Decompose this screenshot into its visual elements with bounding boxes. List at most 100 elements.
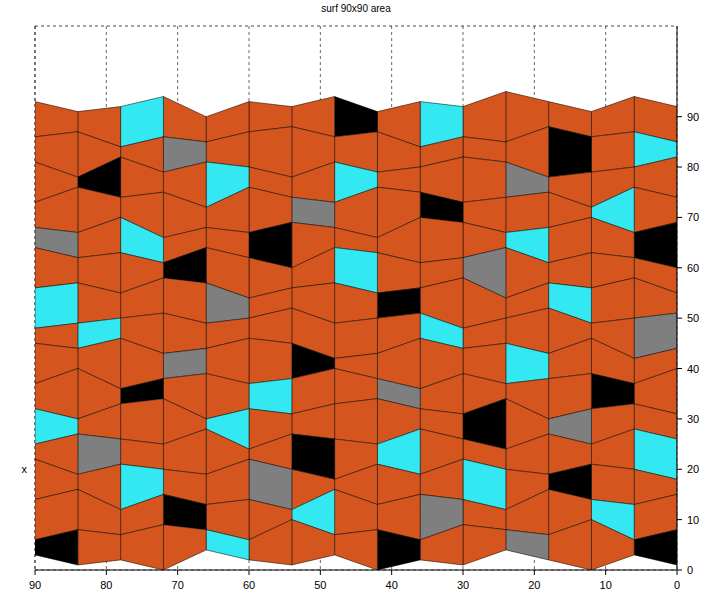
y-tick: [677, 267, 682, 268]
surface-cell: [249, 338, 292, 383]
y-tick: [677, 167, 682, 168]
surface-cell: [420, 459, 463, 499]
x-tick: [534, 570, 535, 575]
x-tick-label: 80: [100, 579, 112, 591]
y-axis: [677, 26, 678, 570]
surface-cell: [506, 489, 549, 534]
surface-cell: [506, 192, 549, 232]
surface-cell: [206, 283, 249, 323]
surface-cell: [420, 217, 463, 262]
surface-cell: [591, 374, 634, 409]
surface-cell: [78, 217, 121, 257]
surface-cell: [249, 520, 292, 565]
surface-cell: [163, 429, 206, 474]
surface-cell: [35, 102, 78, 137]
surface-cell: [78, 404, 121, 439]
title: surf 90x90 area: [321, 3, 391, 14]
x-tick-label: 50: [314, 579, 326, 591]
surface-cell: [335, 489, 378, 534]
surface-cell: [121, 278, 164, 318]
surface-cell: [634, 530, 677, 565]
y-tick-label: 80: [687, 161, 699, 173]
y-tick-label: 50: [687, 312, 699, 324]
surface-cell: [292, 520, 335, 565]
y-tick-label: 20: [687, 463, 699, 475]
surface: [35, 92, 677, 571]
surface-cell: [420, 192, 463, 222]
surface-cell: [591, 132, 634, 172]
surface-cell: [78, 489, 121, 534]
y-tick: [677, 418, 682, 419]
frame: [35, 26, 677, 27]
surface-cell: [206, 132, 249, 167]
x-tick: [106, 570, 107, 575]
x-axis: [35, 570, 677, 571]
surface-cell: [163, 313, 206, 353]
surface-cell: [335, 369, 378, 404]
y-tick: [677, 570, 682, 571]
surface-cell: [506, 162, 549, 197]
y-ticks: 0102030405060708090: [677, 111, 699, 576]
y-tick-label: 90: [687, 111, 699, 123]
surface-cell: [506, 434, 549, 474]
surface-cell: [591, 217, 634, 257]
x-tick-label: 10: [600, 579, 612, 591]
y-tick: [677, 318, 682, 319]
y-tick: [677, 519, 682, 520]
y-tick-label: 70: [687, 211, 699, 223]
surface-cell: [335, 399, 378, 444]
x-ticks: 9080706050403020100: [29, 570, 680, 591]
x-tick-label: 40: [386, 579, 398, 591]
surface-cell: [591, 278, 634, 323]
annotation: x: [22, 463, 28, 475]
surface-cell: [292, 162, 335, 202]
x-tick: [605, 570, 606, 575]
surface-cell: [78, 530, 121, 565]
surface-cell: [463, 92, 506, 142]
chart: surf 90x90 area9080706050403020100010203…: [0, 0, 707, 605]
y-tick-label: 40: [687, 363, 699, 375]
surface-cell: [335, 283, 378, 323]
surface-cell: [506, 343, 549, 383]
surface-cell: [377, 530, 420, 570]
x-tick-label: 70: [172, 579, 184, 591]
surface-cell: [377, 253, 420, 293]
x-tick: [391, 570, 392, 575]
surface-cell: [549, 253, 592, 288]
surface-cell: [420, 525, 463, 565]
surface-cell: [420, 374, 463, 414]
grid-line: [677, 26, 678, 570]
x-tick-label: 20: [528, 579, 540, 591]
surface-cell: [335, 97, 378, 137]
surface-cell: [377, 288, 420, 318]
x-tick: [463, 570, 464, 575]
surface-cell: [335, 318, 378, 358]
grid-line: [35, 570, 677, 571]
surface-cell: [249, 379, 292, 414]
x-tick-label: 60: [243, 579, 255, 591]
x-tick: [177, 570, 178, 575]
x-tick: [35, 570, 36, 575]
x-tick-label: 0: [674, 579, 680, 591]
surface-cell: [634, 278, 677, 318]
y-tick: [677, 368, 682, 369]
surface-cell: [163, 348, 206, 378]
surface-cell: [335, 530, 378, 570]
x-tick: [677, 570, 678, 575]
surface-cell: [163, 97, 206, 142]
surface-cell: [463, 500, 506, 530]
y-tick-label: 10: [687, 514, 699, 526]
y-tick: [677, 116, 682, 117]
surface-cell: [463, 525, 506, 565]
surface-cell: [377, 132, 420, 172]
surface-cell: [206, 530, 249, 560]
surface-cell: [591, 520, 634, 570]
y-tick-label: 0: [687, 564, 693, 576]
surface-cell: [506, 530, 549, 560]
surface-cell: [549, 520, 592, 570]
surface-cell: [163, 248, 206, 283]
surface-cell: [35, 530, 78, 565]
y-tick: [677, 469, 682, 470]
x-tick-label: 30: [457, 579, 469, 591]
surface-cell: [206, 459, 249, 504]
